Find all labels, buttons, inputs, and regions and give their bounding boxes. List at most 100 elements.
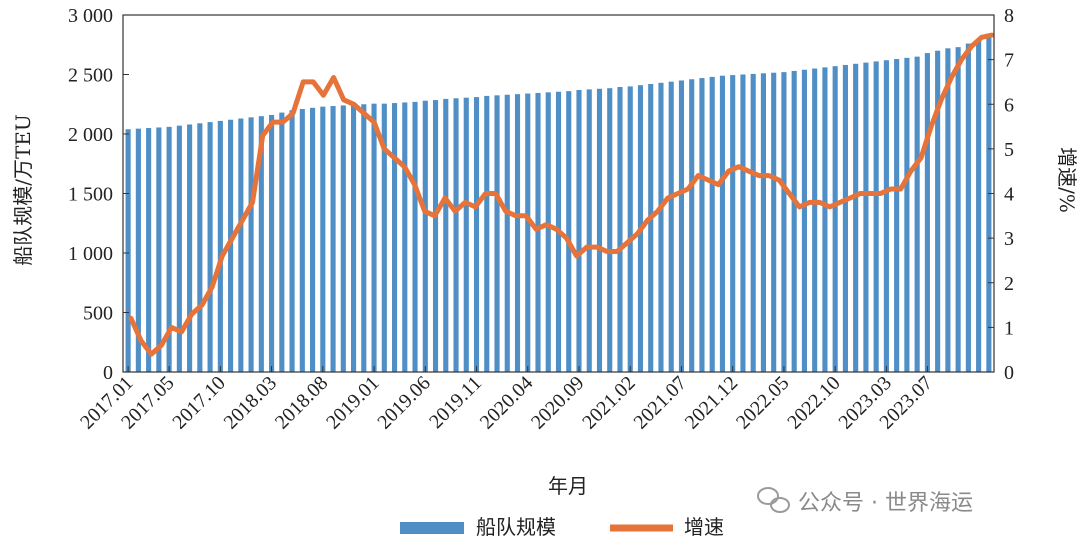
bar xyxy=(658,82,664,372)
bar xyxy=(197,123,203,372)
y2-tick-label: 6 xyxy=(1004,94,1014,116)
bar xyxy=(525,93,531,372)
bar xyxy=(607,88,613,372)
bar xyxy=(258,116,264,373)
bar xyxy=(596,88,603,372)
bar xyxy=(842,64,848,372)
x-tick-label: 2018.03 xyxy=(220,372,282,434)
bar xyxy=(176,125,182,372)
y-axis-title: 船队规模/万TEU xyxy=(11,114,35,266)
bar xyxy=(914,56,920,373)
bar xyxy=(883,60,889,372)
bar xyxy=(391,103,398,372)
x-tick-label: 2022.05 xyxy=(732,372,794,434)
x-tick-label: 2021.12 xyxy=(681,372,743,434)
bar xyxy=(371,103,377,373)
bar xyxy=(299,109,305,372)
bar xyxy=(976,39,982,373)
bar-series xyxy=(125,36,992,373)
y2-tick-label: 4 xyxy=(1004,184,1014,206)
bar xyxy=(986,36,992,373)
y-tick-label: 2 000 xyxy=(68,124,113,146)
bar xyxy=(709,76,715,372)
bar xyxy=(750,73,756,372)
bar xyxy=(535,92,541,372)
bar xyxy=(146,128,152,372)
bar xyxy=(740,74,746,372)
bar xyxy=(443,98,449,372)
bar xyxy=(924,53,930,372)
bar xyxy=(873,61,879,372)
legend-bar-label: 船队规模 xyxy=(476,515,556,539)
bar xyxy=(453,98,459,373)
bar xyxy=(207,122,213,372)
bar xyxy=(894,59,900,372)
bar xyxy=(678,80,685,372)
bar xyxy=(801,69,807,373)
bar xyxy=(279,112,285,372)
bar xyxy=(361,104,367,372)
x-axis-title: 年月 xyxy=(548,474,588,498)
bar xyxy=(473,97,480,373)
bar xyxy=(965,43,971,373)
bar xyxy=(945,48,951,372)
legend: 船队规模 增速 xyxy=(400,515,724,539)
bar xyxy=(648,84,654,373)
y2-tick-label: 8 xyxy=(1004,5,1014,27)
bar xyxy=(586,89,592,373)
watermark: 公众号 · 世界海运 xyxy=(757,487,973,516)
bar xyxy=(269,114,275,373)
y2-tick-label: 0 xyxy=(1004,362,1014,384)
bar xyxy=(340,105,346,372)
wechat-icon xyxy=(757,487,790,513)
x-tick-label: 2021.02 xyxy=(578,372,640,434)
bar xyxy=(320,106,326,372)
x-tick-label: 2021.07 xyxy=(629,372,691,434)
x-tick-label: 2019.06 xyxy=(373,372,435,434)
y-tick-label: 3 000 xyxy=(68,5,113,27)
bar xyxy=(289,110,295,372)
x-tick-label: 2018.08 xyxy=(271,372,333,434)
bar xyxy=(719,75,726,372)
bar xyxy=(422,100,428,373)
bar xyxy=(935,50,941,372)
bar xyxy=(781,72,787,373)
x-tick-label: 2022.10 xyxy=(783,372,845,434)
bar xyxy=(730,75,736,372)
bar xyxy=(832,66,838,373)
bar xyxy=(135,128,141,372)
bar xyxy=(504,94,510,372)
growth-line xyxy=(128,32,995,357)
bar xyxy=(904,57,910,373)
bar xyxy=(125,129,131,372)
bar xyxy=(545,92,551,372)
bar xyxy=(514,94,521,372)
legend-line-label: 增速 xyxy=(684,515,724,539)
y-tick-label: 2 500 xyxy=(68,65,113,87)
y2-axis-title: 增速/% xyxy=(1055,147,1079,213)
y2-tick-label: 5 xyxy=(1004,139,1014,161)
bar xyxy=(699,78,705,372)
x-tick-label: 2020.09 xyxy=(527,372,589,434)
bar xyxy=(166,126,172,372)
bar xyxy=(187,124,193,372)
bar xyxy=(412,101,418,373)
bar xyxy=(617,87,623,372)
y2-tick-label: 7 xyxy=(1004,50,1014,72)
bar xyxy=(955,47,961,372)
y-tick-label: 1 500 xyxy=(68,184,113,206)
bar xyxy=(402,102,408,373)
bar xyxy=(812,68,818,373)
bar xyxy=(853,63,859,372)
y-tick-label: 1 000 xyxy=(68,243,113,265)
bar xyxy=(463,97,469,372)
bar xyxy=(494,95,500,372)
x-tick-label: 2017.10 xyxy=(168,372,230,434)
left-axis-ticks: 0 500 1 000 1 500 2 000 2 500 3 000 xyxy=(68,5,129,384)
bar xyxy=(566,91,572,372)
bar xyxy=(627,86,633,373)
bar xyxy=(381,103,387,373)
y2-tick-label: 2 xyxy=(1004,273,1014,295)
right-axis-ticks: 0 1 2 3 4 5 6 7 8 xyxy=(988,5,1014,384)
